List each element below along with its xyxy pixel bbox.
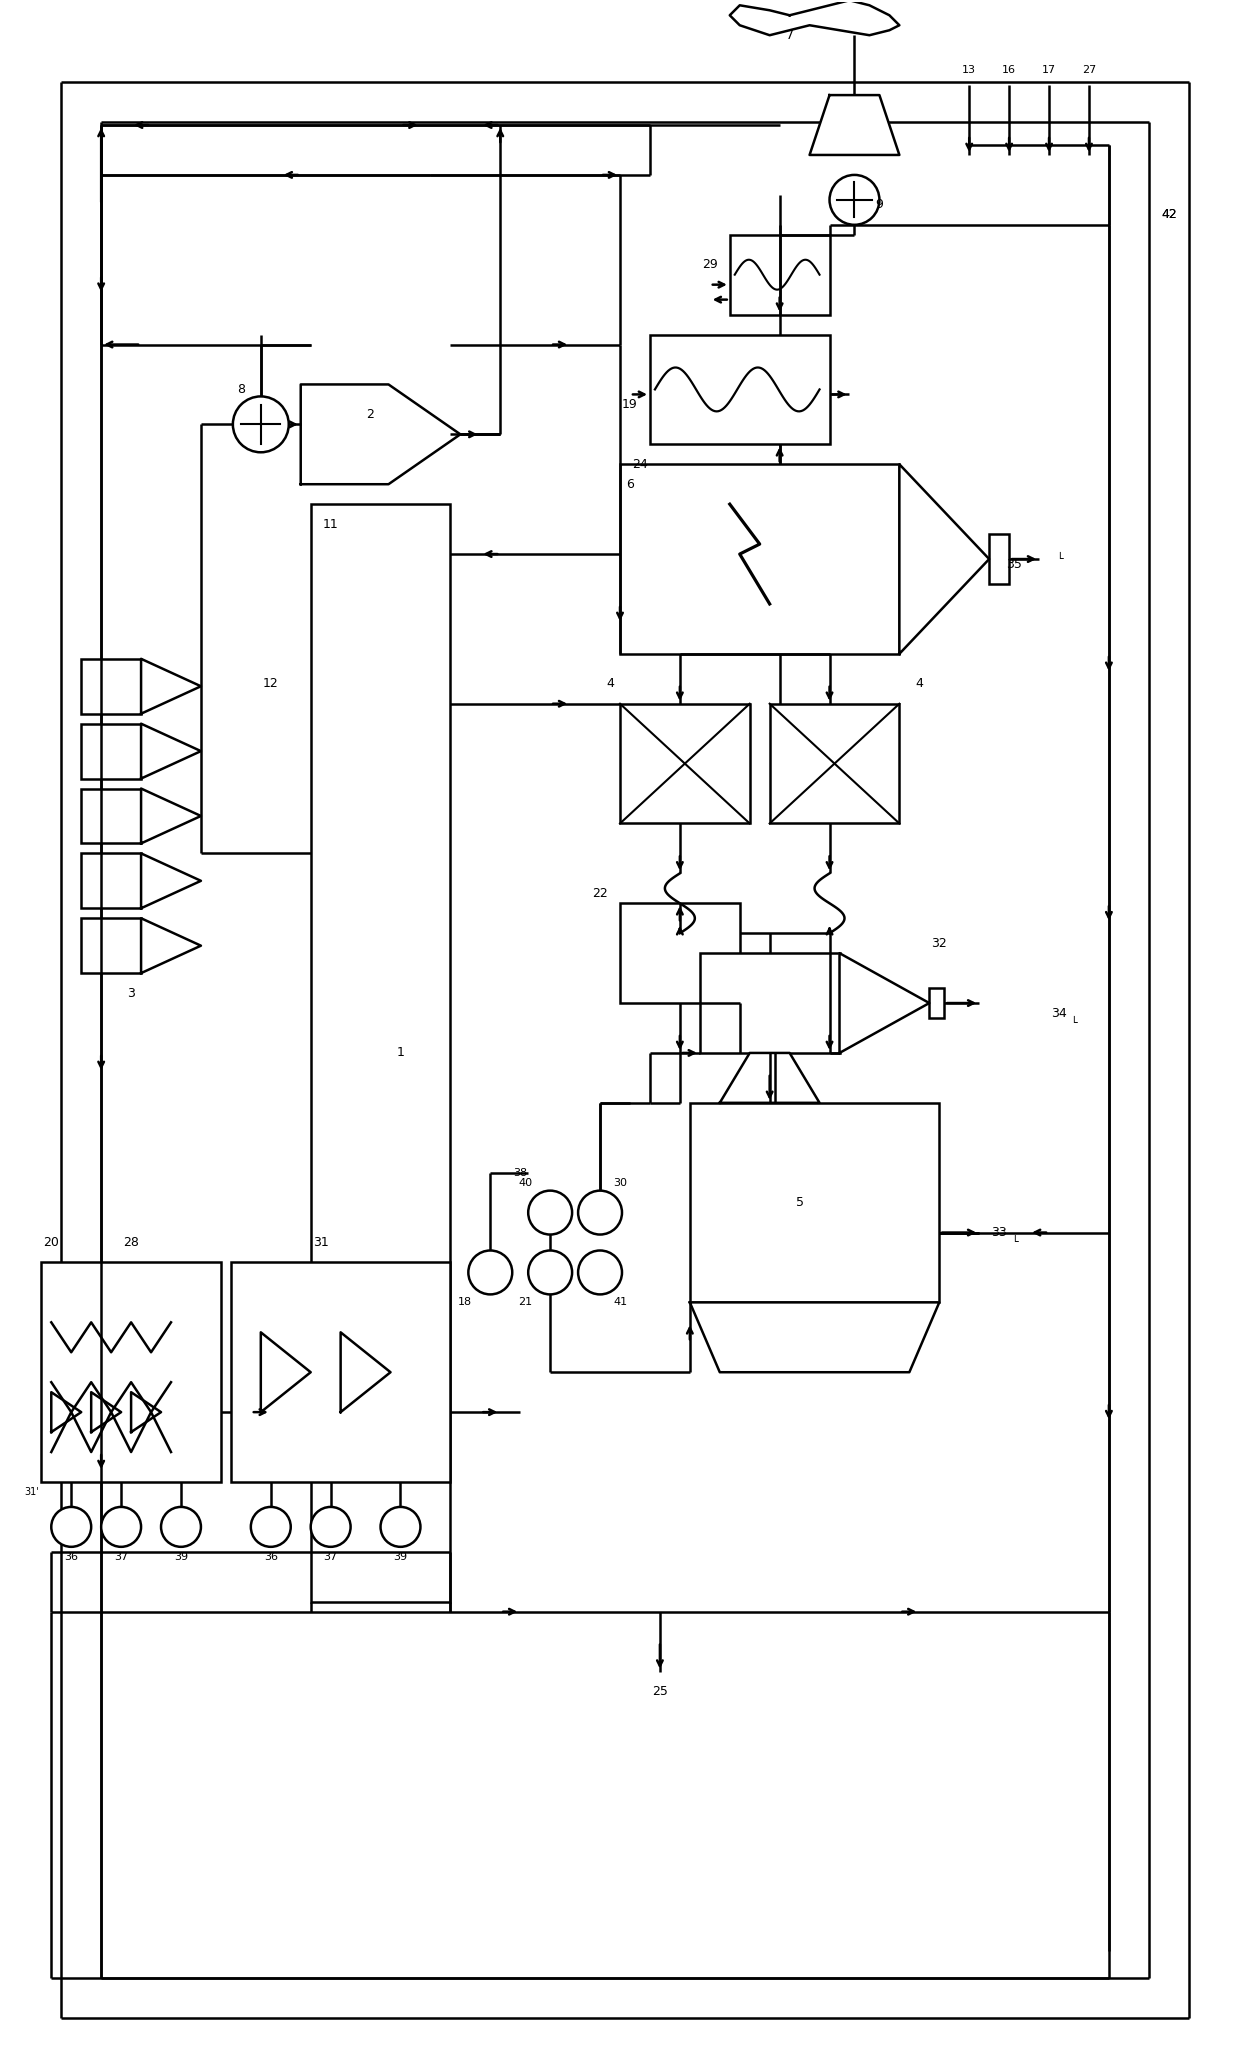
Bar <box>311 505 450 1601</box>
Text: 38: 38 <box>513 1168 527 1178</box>
Circle shape <box>528 1250 572 1293</box>
Text: 39: 39 <box>174 1552 188 1562</box>
Text: 5: 5 <box>796 1197 804 1209</box>
Text: 20: 20 <box>43 1236 60 1248</box>
Bar <box>81 788 141 844</box>
Bar <box>81 659 141 714</box>
Polygon shape <box>131 1392 161 1433</box>
Bar <box>650 335 830 443</box>
Bar <box>81 854 141 907</box>
Text: 6: 6 <box>626 478 634 491</box>
Polygon shape <box>141 723 201 778</box>
Bar <box>689 1102 939 1302</box>
Circle shape <box>250 1507 290 1546</box>
Text: └: └ <box>1070 1018 1078 1029</box>
Text: 24: 24 <box>632 458 647 470</box>
Text: 42: 42 <box>1161 207 1177 222</box>
Circle shape <box>578 1250 622 1293</box>
Text: 2: 2 <box>367 409 374 421</box>
Bar <box>81 918 141 973</box>
Bar <box>990 534 1009 583</box>
Bar <box>620 464 899 653</box>
Text: 39: 39 <box>393 1552 408 1562</box>
Polygon shape <box>51 1392 81 1433</box>
Bar <box>730 234 830 314</box>
Circle shape <box>102 1507 141 1546</box>
Polygon shape <box>899 464 990 653</box>
Bar <box>41 1263 221 1482</box>
Text: 7: 7 <box>786 29 794 41</box>
Text: 4: 4 <box>915 677 924 690</box>
Text: 34: 34 <box>1052 1006 1066 1020</box>
Text: 4: 4 <box>606 677 614 690</box>
Polygon shape <box>141 918 201 973</box>
Text: 9: 9 <box>875 199 883 211</box>
Text: 40: 40 <box>518 1178 532 1187</box>
Text: 29: 29 <box>702 259 718 271</box>
Bar <box>770 704 899 823</box>
Text: 33: 33 <box>991 1226 1007 1240</box>
Polygon shape <box>301 384 460 485</box>
Polygon shape <box>141 854 201 907</box>
Text: 32: 32 <box>931 936 947 951</box>
Text: 12: 12 <box>263 677 279 690</box>
Text: 37: 37 <box>324 1552 337 1562</box>
Circle shape <box>161 1507 201 1546</box>
Circle shape <box>528 1191 572 1234</box>
Polygon shape <box>141 659 201 714</box>
Polygon shape <box>260 1332 311 1412</box>
Bar <box>620 704 750 823</box>
Text: 11: 11 <box>322 517 339 530</box>
Text: 31: 31 <box>312 1236 329 1248</box>
Bar <box>699 953 839 1053</box>
Text: 19: 19 <box>622 398 637 411</box>
Text: 21: 21 <box>518 1297 532 1308</box>
Polygon shape <box>92 1392 122 1433</box>
Circle shape <box>469 1250 512 1293</box>
Bar <box>81 723 141 778</box>
Bar <box>231 1263 450 1482</box>
Text: 31': 31' <box>24 1486 38 1497</box>
Text: 17: 17 <box>1042 66 1056 76</box>
Circle shape <box>381 1507 420 1546</box>
Text: 35: 35 <box>1006 558 1022 571</box>
Circle shape <box>51 1507 92 1546</box>
Polygon shape <box>689 1302 939 1371</box>
Text: 25: 25 <box>652 1686 668 1698</box>
Text: 36: 36 <box>264 1552 278 1562</box>
Circle shape <box>233 396 289 452</box>
Text: 8: 8 <box>237 384 244 396</box>
Polygon shape <box>141 788 201 844</box>
Bar <box>929 987 945 1018</box>
Text: 3: 3 <box>128 987 135 1000</box>
Text: 37: 37 <box>114 1552 128 1562</box>
Text: 16: 16 <box>1002 66 1016 76</box>
Text: 1: 1 <box>397 1047 404 1059</box>
Polygon shape <box>810 94 899 154</box>
Text: 13: 13 <box>962 66 976 76</box>
Text: 36: 36 <box>64 1552 78 1562</box>
Bar <box>620 903 740 1004</box>
Text: └: └ <box>1011 1238 1018 1248</box>
Polygon shape <box>719 1053 820 1102</box>
Polygon shape <box>341 1332 391 1412</box>
Circle shape <box>311 1507 351 1546</box>
Text: 18: 18 <box>459 1297 472 1308</box>
Text: 41: 41 <box>613 1297 627 1308</box>
Polygon shape <box>839 953 929 1053</box>
Text: 27: 27 <box>1081 66 1096 76</box>
Text: 30: 30 <box>613 1178 627 1187</box>
Circle shape <box>578 1191 622 1234</box>
Text: 42: 42 <box>1161 207 1177 222</box>
Text: └: └ <box>1055 554 1063 565</box>
Text: 28: 28 <box>123 1236 139 1248</box>
Circle shape <box>830 175 879 224</box>
Text: 22: 22 <box>593 887 608 899</box>
